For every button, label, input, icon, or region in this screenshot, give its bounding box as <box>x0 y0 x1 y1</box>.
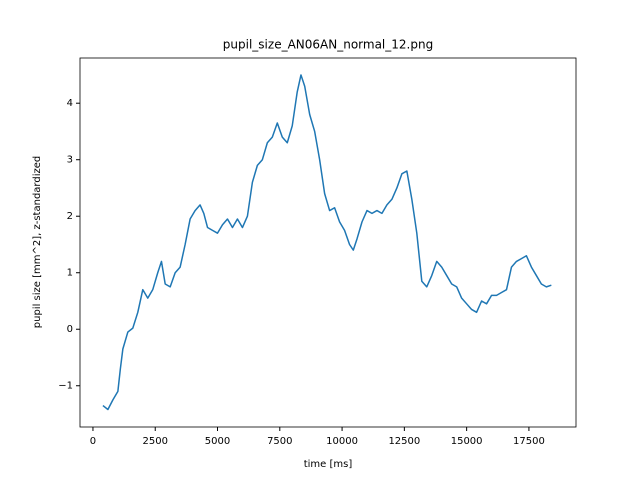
chart-title: pupil_size_AN06AN_normal_12.png <box>223 38 433 52</box>
axes-frame <box>79 57 577 428</box>
y-tick-label: 0 <box>67 324 73 335</box>
y-axis-label: pupil size [mm^2], z-standardized <box>32 156 43 328</box>
y-tick-label: 4 <box>67 98 73 109</box>
x-tick-label: 12500 <box>388 436 420 447</box>
data-line <box>102 74 552 411</box>
y-tick-label: 3 <box>67 155 73 166</box>
x-tick-label: 17500 <box>513 436 545 447</box>
x-tick-label: 0 <box>90 436 96 447</box>
x-tick-label: 5000 <box>205 436 230 447</box>
x-tick-label: 2500 <box>143 436 168 447</box>
y-tick-label: 1 <box>67 268 73 279</box>
x-tick-label: 15000 <box>451 436 483 447</box>
x-tick-label: 10000 <box>326 436 358 447</box>
x-axis-label: time [ms] <box>304 459 353 470</box>
x-tick-label: 7500 <box>267 436 292 447</box>
y-tick-label: 2 <box>67 211 73 222</box>
y-tick-label: −1 <box>58 381 73 392</box>
